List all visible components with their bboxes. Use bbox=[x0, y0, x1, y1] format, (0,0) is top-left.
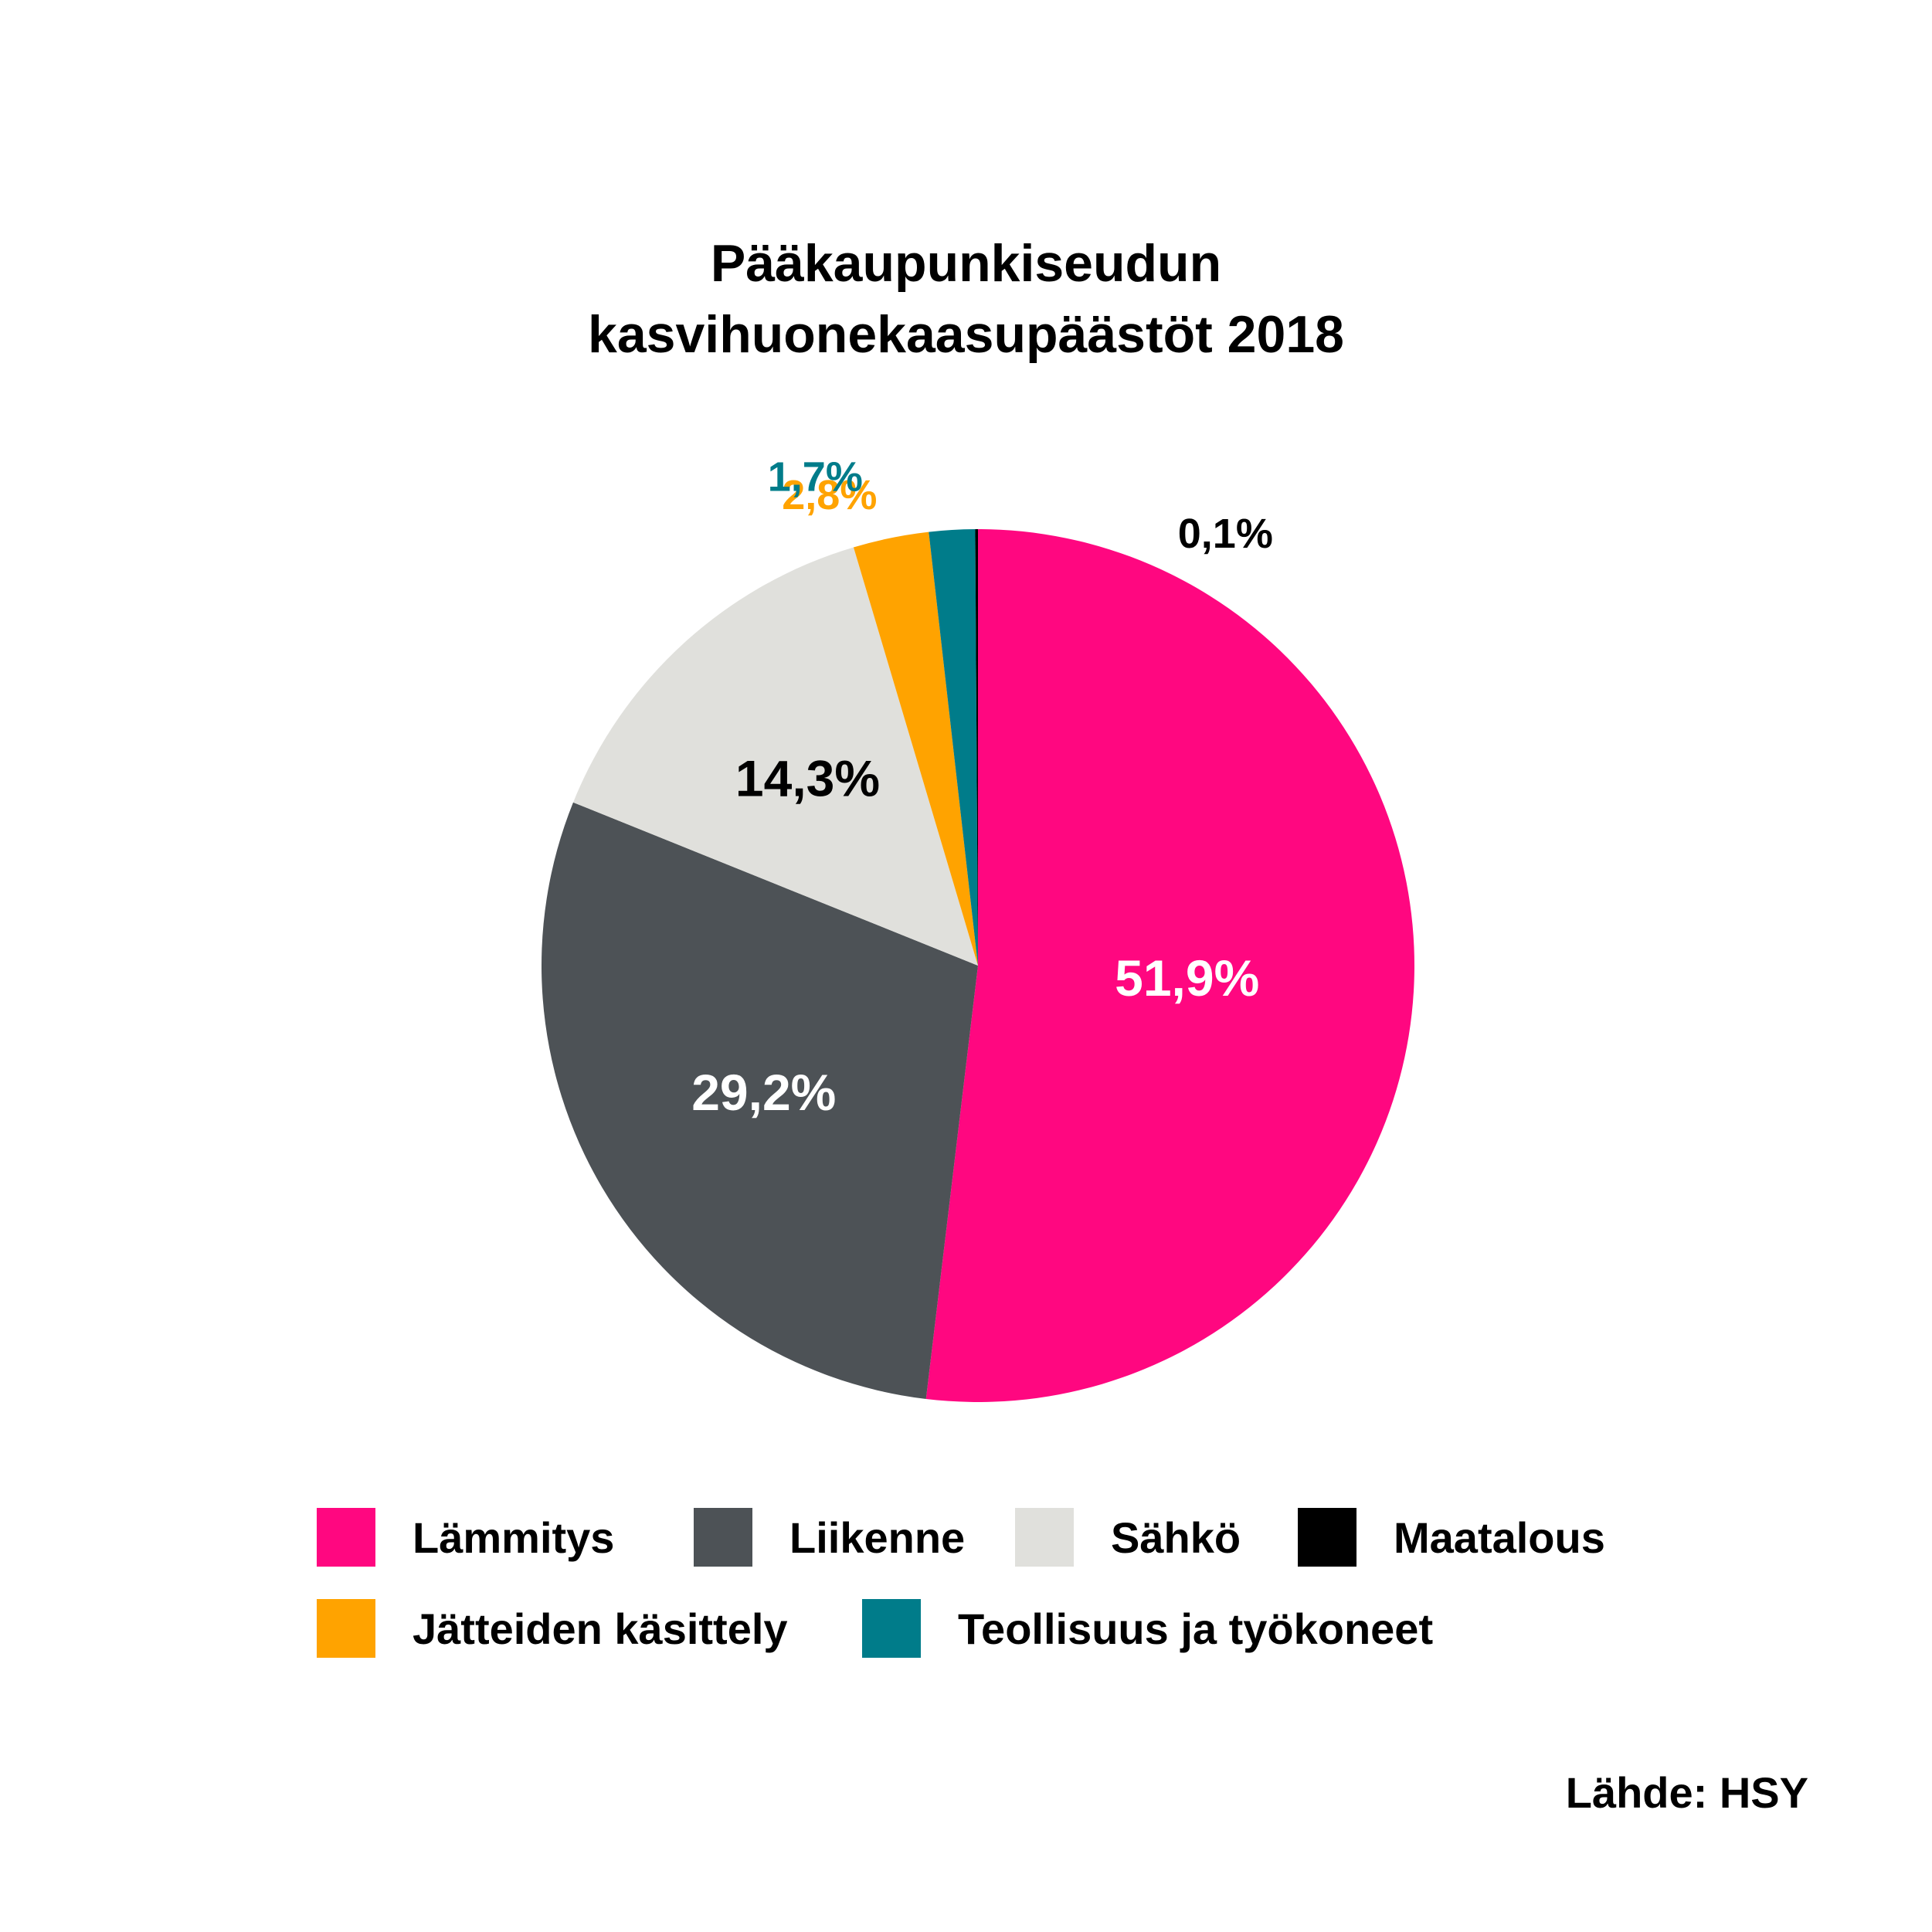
legend-swatch bbox=[862, 1599, 921, 1658]
legend-item-liikenne: Liikenne bbox=[694, 1508, 965, 1567]
legend-item-jatteiden-kasittely: Jätteiden käsittely bbox=[317, 1599, 788, 1658]
legend-label: Lämmitys bbox=[413, 1513, 615, 1562]
legend-swatch bbox=[1015, 1508, 1074, 1567]
chart-title-line-1: Pääkaupunkiseudun bbox=[710, 234, 1222, 293]
pie-data-label-5: 1,7% bbox=[768, 454, 863, 501]
pie-slice-2 bbox=[541, 802, 978, 1399]
source-note: Lähde: HSY bbox=[1565, 1768, 1808, 1817]
pie-data-labels: 51,9% 29,2% 14,3% 2,8%1,7% 0,1% bbox=[691, 454, 1273, 1121]
chart-title: Pääkaupunkiseudun kasvihuonekaasupäästöt… bbox=[0, 228, 1932, 370]
pie-slice-3 bbox=[572, 547, 978, 966]
pie-data-label-3: 14,3% bbox=[735, 750, 880, 807]
legend-label: Teollisuus ja työkoneet bbox=[958, 1604, 1434, 1653]
legend-label: Liikenne bbox=[789, 1513, 966, 1562]
pie-slice-4 bbox=[853, 531, 978, 966]
legend-swatch bbox=[317, 1599, 375, 1658]
chart-title-line-2: kasvihuonekaasupäästöt 2018 bbox=[588, 305, 1344, 364]
pie-slices bbox=[541, 529, 1414, 1402]
pie-slice-6 bbox=[975, 529, 978, 966]
legend-item-sahko: Sähkö bbox=[1015, 1508, 1241, 1567]
legend-item-maatalous: Maatalous bbox=[1298, 1508, 1605, 1567]
pie-data-label-6: 0,1% bbox=[1178, 511, 1273, 557]
pie-data-label-1: 51,9% bbox=[1115, 949, 1259, 1007]
legend-item-lammitys: Lämmitys bbox=[317, 1508, 614, 1567]
pie-data-label-2: 29,2% bbox=[691, 1064, 836, 1121]
pie-slice-1 bbox=[925, 529, 1414, 1402]
pie-data-label-4: 2,8% bbox=[782, 472, 877, 518]
legend-label: Sähkö bbox=[1111, 1513, 1241, 1562]
legend-swatch bbox=[317, 1508, 375, 1567]
legend-item-teollisuus: Teollisuus ja työkoneet bbox=[862, 1599, 1433, 1658]
legend-label: Maatalous bbox=[1394, 1513, 1605, 1562]
pie-slice-5 bbox=[929, 529, 978, 966]
legend-swatch bbox=[694, 1508, 752, 1567]
legend-label: Jätteiden käsittely bbox=[413, 1604, 788, 1653]
legend-swatch bbox=[1298, 1508, 1356, 1567]
